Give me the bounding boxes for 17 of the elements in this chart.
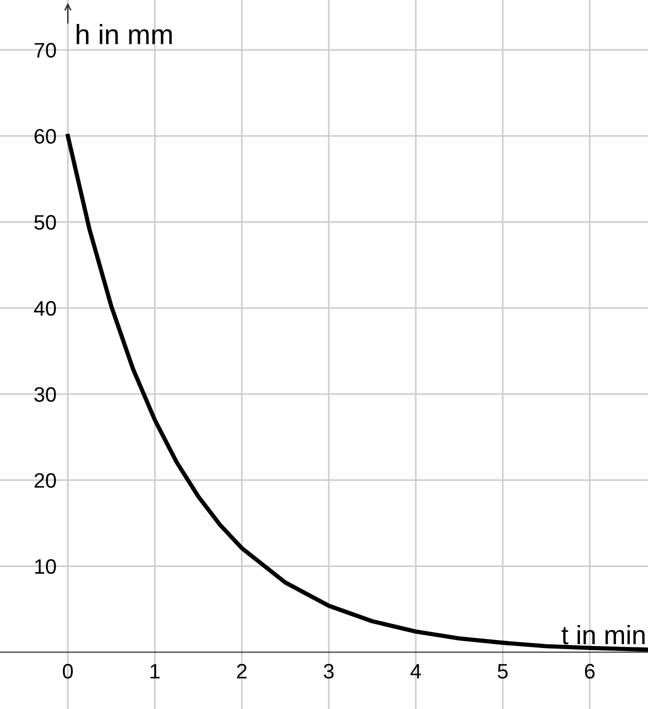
line-series bbox=[66, 134, 648, 652]
y-axis-title: h in mm bbox=[76, 24, 172, 44]
y-tick-label: 10 bbox=[35, 559, 56, 574]
x-tick-label: 4 bbox=[410, 664, 421, 678]
y-tick-label: 60 bbox=[34, 128, 56, 144]
y-tick-label: 50 bbox=[34, 214, 56, 230]
y-tick-label: 30 bbox=[34, 387, 56, 402]
x-tick-label: 1 bbox=[150, 664, 160, 678]
y-tick-label: 20 bbox=[34, 473, 56, 488]
y-tick-label: 70 bbox=[34, 42, 56, 58]
y-tick-label: 40 bbox=[34, 301, 56, 316]
x-axis-title: t in min bbox=[562, 625, 645, 644]
x-tick-label: 0 bbox=[62, 664, 73, 679]
x-tick-label: 2 bbox=[237, 664, 247, 678]
x-tick-label: 3 bbox=[324, 664, 334, 679]
x-tick-label: 6 bbox=[584, 664, 595, 679]
x-tick-label: 5 bbox=[498, 664, 508, 679]
